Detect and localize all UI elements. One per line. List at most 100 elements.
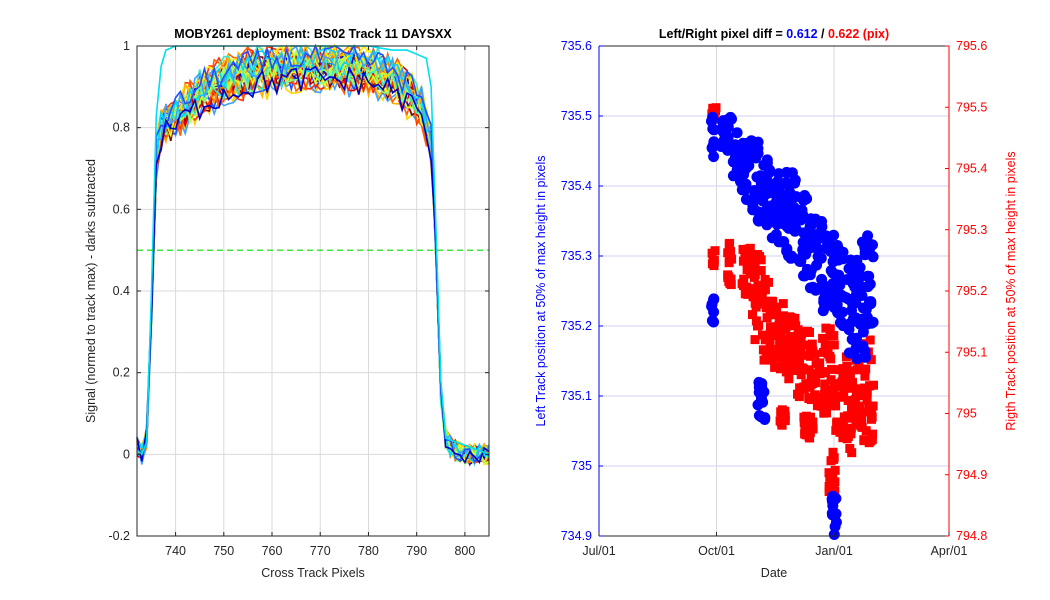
- left-axis-tick-label: 735.5: [561, 109, 592, 123]
- right-series-point: [866, 355, 876, 365]
- title-prefix: Left/Right pixel diff =: [659, 27, 786, 41]
- left-series-point: [815, 252, 827, 264]
- left-axis-tick-label: 735: [571, 459, 592, 473]
- right-series-point: [808, 424, 818, 434]
- left-series-point: [846, 305, 857, 317]
- left-series-point: [752, 399, 764, 411]
- left-y-tick-label: 0: [123, 447, 130, 461]
- left-x-tick-label: 790: [406, 544, 427, 558]
- right-axis-tick-label: 795.1: [956, 345, 987, 359]
- left-series-point: [831, 270, 843, 282]
- left-profile-lines: [136, 43, 490, 468]
- right-series-point: [709, 256, 719, 266]
- left-series-point: [780, 176, 792, 188]
- left-series-point: [830, 508, 842, 520]
- right-series-point: [785, 350, 795, 360]
- right-axis-tick-label: 795.4: [956, 162, 987, 176]
- right-series-point: [789, 314, 799, 324]
- left-series-point: [740, 178, 752, 190]
- right-series-point: [745, 243, 755, 253]
- left-series-point: [810, 239, 822, 250]
- right-series-point: [795, 357, 804, 367]
- left-series-point: [758, 159, 770, 171]
- right-series-point: [799, 384, 809, 394]
- right-series-point: [756, 255, 766, 265]
- left-x-tick-label: 770: [310, 544, 331, 558]
- right-series-point: [839, 389, 849, 399]
- left-series-point: [795, 214, 807, 226]
- right-series-point: [751, 302, 761, 312]
- right-series-point: [738, 256, 748, 266]
- right-series-point: [859, 436, 869, 446]
- profile-line: [136, 43, 490, 464]
- left-series-point: [819, 233, 831, 245]
- left-chart: 740 750 760 770 780 790 800-0.200.20.40.60.81 …: [84, 27, 490, 580]
- right-axis-tick-label: 795.5: [956, 100, 987, 114]
- left-series-point: [854, 262, 866, 273]
- right-axis-label: Rigth Track position at 50% of max heigh…: [1004, 151, 1018, 430]
- right-series-point: [818, 347, 828, 357]
- left-y-tick-label: 0.8: [113, 121, 130, 135]
- right-series-point: [829, 453, 839, 463]
- left-series-point: [834, 317, 846, 329]
- left-series-point: [717, 116, 729, 128]
- left-series-point: [753, 215, 765, 227]
- right-axis-tick-label: 795: [956, 407, 977, 421]
- right-series-point: [809, 394, 819, 404]
- left-series-point: [763, 167, 775, 179]
- left-series-point: [867, 316, 879, 328]
- right-series-point: [825, 324, 835, 334]
- left-series-point: [753, 381, 765, 393]
- right-series-point: [825, 391, 835, 401]
- left-series-point: [766, 185, 778, 197]
- right-x-tick-label: Jan/01: [815, 544, 853, 558]
- left-series-point: [864, 278, 876, 290]
- left-series-point: [727, 170, 739, 182]
- left-series-point: [816, 221, 828, 233]
- left-series-point: [780, 190, 792, 201]
- left-series-point: [747, 194, 759, 206]
- right-ticks: Jul/01 Oct/01 Jan/01 Apr/01 734.9 735 735.1 735…: [561, 39, 988, 558]
- right-series-point: [794, 392, 804, 402]
- left-axis-tick-label: 735.2: [561, 319, 592, 333]
- right-series-point: [742, 265, 752, 275]
- right-series-point: [845, 366, 855, 376]
- left-series-point: [856, 313, 867, 325]
- right-series-point: [843, 396, 853, 405]
- right-series-point: [793, 366, 802, 375]
- left-series-point: [731, 127, 743, 139]
- left-series-point: [817, 305, 829, 317]
- left-series-point: [730, 151, 741, 163]
- right-series-point: [820, 388, 830, 398]
- right-series-point: [827, 364, 837, 374]
- right-series-point: [765, 338, 775, 348]
- left-series-point: [708, 151, 720, 163]
- right-series-point: [766, 322, 775, 332]
- left-series-point: [843, 324, 855, 336]
- left-series-point: [865, 296, 877, 308]
- left-y-tick-label: 0.4: [113, 284, 130, 298]
- right-series-point: [799, 412, 809, 422]
- right-series-point: [867, 434, 877, 444]
- left-series-point: [781, 166, 793, 178]
- right-series-point: [820, 379, 830, 389]
- left-series-point: [805, 264, 817, 276]
- right-series-point: [848, 408, 858, 418]
- left-axis-tick-label: 735.1: [561, 389, 592, 403]
- right-plot-area: [599, 46, 949, 536]
- right-series-point: [750, 256, 760, 266]
- left-x-axis-label: Cross Track Pixels: [261, 566, 365, 580]
- right-series-point: [823, 349, 833, 359]
- left-series-point: [740, 162, 752, 174]
- right-series-point: [855, 401, 865, 411]
- right-series-point: [835, 427, 845, 437]
- right-series-point: [829, 331, 839, 341]
- right-series-point: [765, 355, 775, 365]
- left-series-point: [755, 170, 766, 182]
- left-series-point: [733, 143, 745, 155]
- left-x-tick-label: 750: [213, 544, 234, 558]
- left-series-point: [834, 251, 846, 262]
- right-series-point: [806, 378, 816, 388]
- right-series-point: [824, 482, 834, 491]
